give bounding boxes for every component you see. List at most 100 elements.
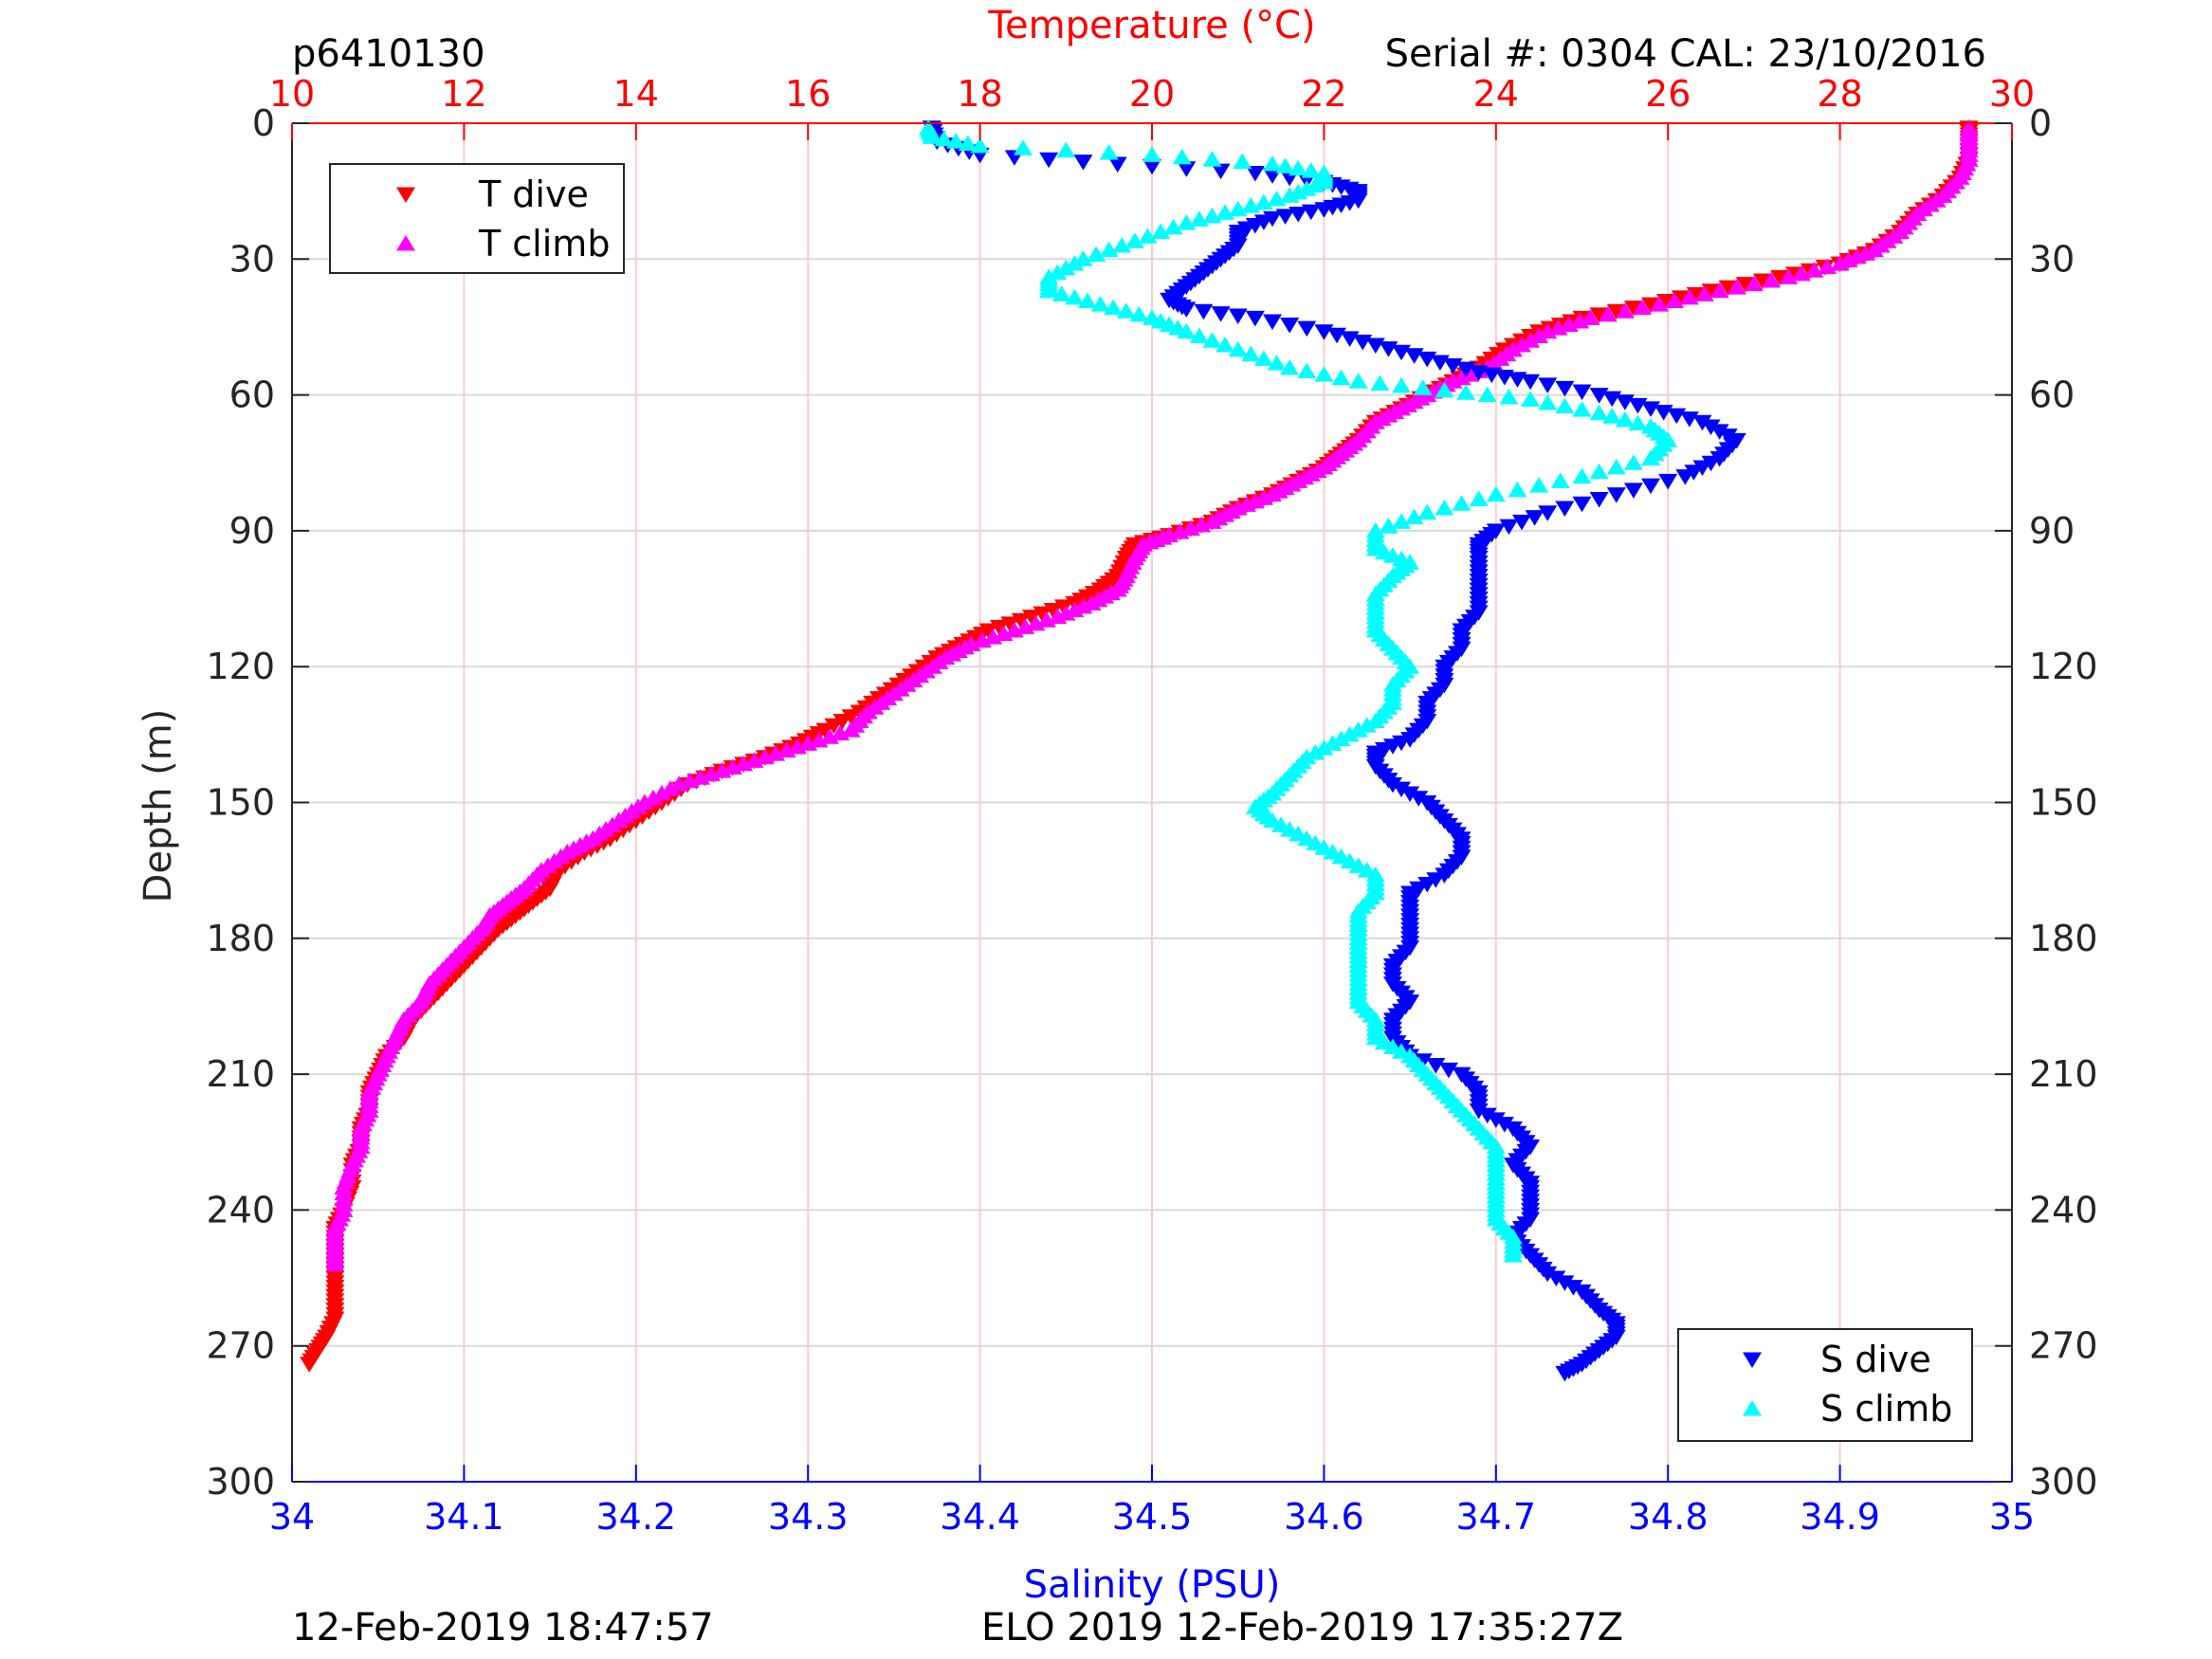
data-point bbox=[787, 738, 807, 755]
data-point bbox=[1202, 513, 1222, 529]
data-point bbox=[1202, 207, 1222, 224]
depth-tick-label-left: 60 bbox=[229, 374, 275, 416]
legend-s-climb-label: S climb bbox=[1820, 1388, 1952, 1430]
data-point bbox=[1180, 520, 1200, 537]
data-point bbox=[1452, 495, 1472, 511]
data-point bbox=[1107, 156, 1127, 173]
data-point bbox=[1555, 501, 1575, 518]
data-point bbox=[1692, 460, 1712, 477]
depth-tick-label-right: 300 bbox=[2029, 1461, 2098, 1503]
data-point bbox=[831, 724, 850, 741]
data-point bbox=[1087, 246, 1106, 263]
temperature-axis-label: Temperature (°C) bbox=[987, 4, 1315, 47]
data-point bbox=[1417, 876, 1437, 893]
data-point bbox=[994, 625, 1014, 642]
data-point bbox=[809, 731, 829, 748]
data-point bbox=[1280, 358, 1300, 375]
salinity-tick-label: 35 bbox=[1989, 1496, 2035, 1538]
data-point bbox=[983, 629, 1003, 645]
data-point bbox=[1684, 465, 1704, 481]
data-point bbox=[1253, 350, 1273, 366]
salinity-tick-label: 34.2 bbox=[595, 1496, 676, 1538]
data-point bbox=[1143, 158, 1161, 175]
data-point bbox=[1641, 478, 1661, 495]
data-point bbox=[1641, 449, 1661, 465]
data-point bbox=[1056, 141, 1076, 158]
data-point bbox=[1718, 280, 1738, 297]
data-point bbox=[1348, 373, 1368, 389]
data-point bbox=[1065, 288, 1085, 305]
data-point bbox=[1379, 518, 1398, 534]
data-point bbox=[1701, 419, 1721, 436]
data-point bbox=[1392, 513, 1412, 529]
data-point bbox=[1525, 510, 1545, 526]
salinity-axis-label: Salinity (PSU) bbox=[1024, 1563, 1281, 1607]
data-point bbox=[1615, 410, 1635, 428]
legend-t-dive-marker bbox=[396, 187, 415, 203]
temperature-tick-label: 26 bbox=[1645, 73, 1691, 115]
data-point bbox=[325, 1255, 345, 1272]
data-point bbox=[841, 709, 861, 725]
data-point bbox=[1701, 283, 1721, 300]
data-point bbox=[755, 748, 775, 765]
data-point bbox=[1228, 308, 1248, 325]
data-point bbox=[1572, 384, 1592, 401]
temperature-tick-label: 24 bbox=[1473, 73, 1519, 115]
data-point bbox=[1779, 268, 1799, 284]
data-point bbox=[1658, 473, 1678, 490]
data-point bbox=[1172, 148, 1192, 165]
data-point bbox=[819, 728, 839, 744]
data-point bbox=[1435, 500, 1454, 516]
temperature-tick-label: 12 bbox=[441, 73, 486, 115]
data-point bbox=[1641, 297, 1661, 314]
data-point bbox=[1267, 191, 1287, 207]
data-point bbox=[1036, 611, 1056, 628]
data-point bbox=[946, 133, 966, 149]
data-point bbox=[1004, 621, 1024, 638]
data-point bbox=[1494, 1117, 1514, 1133]
data-point bbox=[1039, 282, 1059, 299]
data-point bbox=[1297, 320, 1317, 337]
data-point bbox=[1538, 505, 1558, 521]
data-point bbox=[1143, 146, 1161, 162]
data-point bbox=[1752, 273, 1772, 289]
data-point bbox=[1665, 292, 1685, 308]
data-point bbox=[1550, 472, 1570, 488]
data-point bbox=[1623, 483, 1643, 499]
data-point bbox=[1655, 293, 1675, 310]
depth-tick-label-left: 30 bbox=[229, 238, 275, 280]
data-point bbox=[1701, 455, 1721, 472]
data-point bbox=[1623, 301, 1643, 317]
data-point bbox=[1623, 454, 1643, 470]
data-point bbox=[1632, 299, 1652, 316]
data-point bbox=[1331, 369, 1351, 386]
data-point bbox=[1194, 303, 1214, 320]
series-t-climb bbox=[325, 118, 1979, 1272]
data-point bbox=[1211, 163, 1231, 180]
salinity-tick-label: 34.4 bbox=[940, 1496, 1020, 1538]
data-point bbox=[1570, 312, 1590, 329]
data-point bbox=[1830, 255, 1850, 271]
data-point bbox=[1555, 1275, 1575, 1291]
data-point bbox=[1650, 296, 1670, 312]
data-point bbox=[1555, 397, 1575, 414]
data-point bbox=[1675, 469, 1695, 485]
data-point bbox=[680, 772, 700, 789]
depth-tick-label-right: 270 bbox=[2029, 1325, 2098, 1367]
data-point bbox=[1151, 223, 1171, 240]
data-point bbox=[1112, 236, 1132, 253]
salinity-tick-label: 34.8 bbox=[1628, 1496, 1709, 1538]
data-point bbox=[1241, 197, 1261, 213]
data-point bbox=[1177, 322, 1197, 339]
data-point bbox=[1538, 1266, 1558, 1283]
profile-id: p6410130 bbox=[292, 32, 485, 76]
salinity-tick-label: 34.6 bbox=[1284, 1496, 1364, 1538]
data-point bbox=[1709, 282, 1729, 299]
data-point bbox=[1671, 290, 1691, 306]
data-point bbox=[1177, 161, 1197, 177]
salinity-tick-label: 34 bbox=[269, 1496, 315, 1538]
data-point bbox=[798, 735, 818, 751]
plot-timestamp: 12-Feb-2019 18:47:57 bbox=[292, 1606, 714, 1650]
data-point bbox=[1129, 305, 1149, 322]
data-point bbox=[1262, 155, 1282, 172]
